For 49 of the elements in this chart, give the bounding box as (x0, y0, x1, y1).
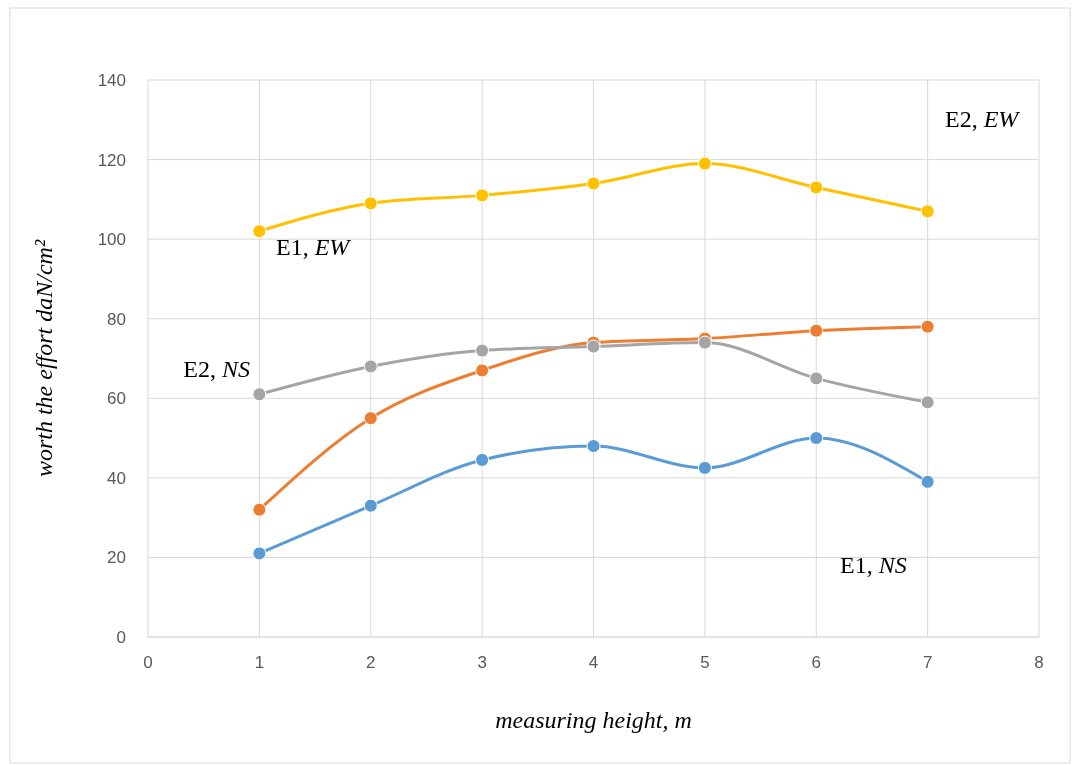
x-tick-label: 6 (811, 653, 821, 672)
x-tick-label: 8 (1034, 653, 1044, 672)
point (475, 452, 490, 467)
point (809, 371, 824, 386)
point (252, 387, 267, 402)
y-tick-label: 100 (97, 230, 126, 250)
point (586, 439, 601, 454)
y-tick-label: 60 (107, 389, 126, 409)
point (363, 196, 378, 211)
annotation: E2, EW (945, 106, 1021, 132)
y-tick-label: 0 (116, 628, 126, 647)
x-tick-label: 3 (477, 653, 487, 672)
point (697, 460, 712, 475)
point (252, 224, 267, 239)
x-tick-label: 1 (254, 653, 265, 672)
point (920, 319, 935, 334)
y-tick-label: 140 (97, 71, 126, 90)
point (920, 474, 935, 489)
x-tick-label: 7 (922, 653, 933, 672)
x-tick-label: 0 (143, 653, 153, 672)
y-tick-label: 80 (107, 309, 126, 329)
point (586, 176, 601, 191)
annotation: E2, NS (183, 356, 250, 382)
x-tick-label: 2 (366, 653, 376, 672)
point (252, 546, 267, 561)
point (697, 156, 712, 171)
point (475, 363, 490, 378)
point (920, 395, 935, 410)
point (363, 359, 378, 374)
point (475, 343, 490, 358)
annotation: E1, EW (276, 234, 352, 260)
x-tick-label: 4 (588, 653, 599, 672)
y-tick-label: 20 (107, 548, 126, 568)
y-tick-label: 40 (107, 468, 126, 488)
point (697, 335, 712, 350)
annotation: E1, NS (840, 552, 907, 578)
point (809, 323, 824, 338)
point (586, 339, 601, 354)
y-tick-label: 120 (97, 150, 126, 170)
point (475, 188, 490, 203)
point (809, 431, 824, 446)
point (252, 502, 267, 517)
point (363, 411, 378, 426)
point (920, 204, 935, 219)
point (363, 498, 378, 513)
x-tick-label: 5 (700, 653, 710, 672)
point (809, 180, 824, 195)
y-axis-title: worth the effort daN/cm² (31, 239, 57, 478)
x-axis-title: measuring height, m (495, 707, 692, 733)
